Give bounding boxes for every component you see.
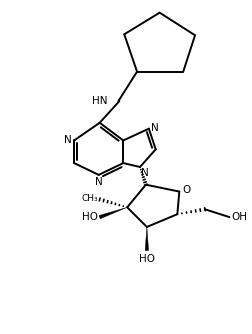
- Text: HO: HO: [139, 254, 155, 264]
- Text: N: N: [141, 168, 149, 178]
- Text: HN: HN: [92, 96, 108, 106]
- Text: OH: OH: [231, 212, 247, 222]
- Text: O: O: [182, 185, 191, 195]
- Polygon shape: [145, 227, 149, 250]
- Text: CH₃: CH₃: [81, 194, 98, 203]
- Polygon shape: [99, 207, 127, 219]
- Text: N: N: [151, 123, 159, 133]
- Text: N: N: [95, 177, 103, 187]
- Text: N: N: [65, 136, 72, 146]
- Text: HO: HO: [82, 212, 98, 222]
